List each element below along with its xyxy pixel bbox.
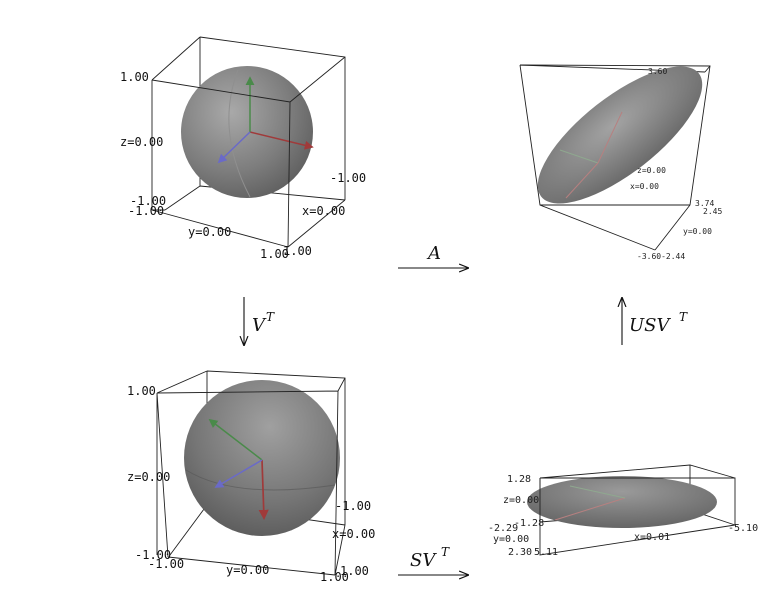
box-front-edges <box>156 370 346 576</box>
x-axis-vector <box>258 459 269 521</box>
label-x: x=0.00 <box>332 527 375 541</box>
ellipsoid <box>537 66 703 204</box>
tick-y-end: 1.00 <box>320 570 349 584</box>
x-axis-vector <box>597 111 623 164</box>
tick-x-end: 1.00 <box>340 564 369 578</box>
label-z: z=0.00 <box>637 166 666 175</box>
z-axis-vector <box>569 485 626 499</box>
flat-ellipsoid <box>527 476 717 528</box>
tick-y-start: -1.00 <box>148 557 184 571</box>
label-USVT-sup: T <box>679 310 688 324</box>
tick-y-end2: 5.11 <box>534 547 558 558</box>
label-VT-base: V <box>252 315 267 336</box>
box-front-edges <box>539 477 736 556</box>
box-edges <box>519 64 711 251</box>
arrow-USVT: USV T <box>622 298 688 345</box>
rotated-sphere <box>184 380 340 536</box>
tick-y-end: 2.30 <box>508 547 532 558</box>
tick-z-top: 1.28 <box>507 474 531 485</box>
tick-x-start: -1.00 <box>330 171 366 185</box>
y-axis-vector <box>217 131 251 164</box>
panel-top-right: 3.60 z=0.00 x=0.00 3.74 2.45 y=0.00 -3.6… <box>519 64 722 261</box>
tick-z-bottom: -1.00 <box>130 194 166 208</box>
label-y: y=0.00 <box>683 227 712 236</box>
label-y: y=0.00 <box>226 563 269 577</box>
z-axis-vector <box>208 418 263 461</box>
label-SVT-base: SV <box>410 550 437 571</box>
label-VT-sup: T <box>266 310 275 324</box>
tick-x-end: 1.00 <box>283 244 312 258</box>
label-y: y=0.00 <box>188 225 231 239</box>
label-z: z=0.00 <box>503 495 539 506</box>
x-axis-vector <box>554 497 626 521</box>
label-y: y=0.00 <box>493 534 529 545</box>
tick-bottom: -3.60-2.44 <box>637 252 685 261</box>
panel-bottom-left: 1.00 z=0.00 -1.00 -1.00 y=0.00 1.00 1.00… <box>127 370 375 584</box>
panel-top-left: 1.00 z=0.00 -1.00 -1.00 y=0.00 1.00 1.00… <box>120 36 366 261</box>
tick-z-bottom: -1.00 <box>135 548 171 562</box>
tick-y-end: 1.00 <box>260 247 289 261</box>
tick-x-end: -5.10 <box>728 523 758 534</box>
label-x: x=0.01 <box>634 532 670 543</box>
panel-bottom-right: 1.28 z=0.00 -2.29 -1.28 y=0.00 2.30 5.11… <box>488 464 758 558</box>
y-axis-vector <box>214 459 263 488</box>
tick-b: 2.45 <box>703 207 722 216</box>
sphere-seam <box>228 69 251 198</box>
unit-sphere <box>181 66 313 198</box>
arrow-SVT: SV T <box>398 545 468 575</box>
sphere-seam <box>185 469 336 491</box>
label-SVT-sup: T <box>441 545 450 559</box>
tick-z-top: 1.00 <box>120 70 149 84</box>
x-axis-vector <box>249 131 314 150</box>
label-z: z=0.00 <box>120 135 163 149</box>
label-z: z=0.00 <box>127 470 170 484</box>
label-USVT-base: USV <box>629 315 672 336</box>
arrow-VT: V T <box>244 297 275 345</box>
label-x: x=0.00 <box>630 182 659 191</box>
tick-x-start: -1.00 <box>335 499 371 513</box>
arrow-A: A <box>398 243 468 268</box>
z-axis-vector <box>559 149 599 164</box>
tick-a: 3.74 <box>695 199 714 208</box>
tick-z-top: 3.60 <box>648 67 667 76</box>
y-axis-vector <box>565 162 599 199</box>
tick-y-start: -1.00 <box>128 204 164 218</box>
tick-z-bottom: -2.29 <box>488 523 518 534</box>
label-x: x=0.00 <box>302 204 345 218</box>
tick-z-top: 1.00 <box>127 384 156 398</box>
tick-z-bottom2: -1.28 <box>514 518 544 529</box>
label-A: A <box>426 243 441 264</box>
box-front-edges <box>151 36 346 248</box>
